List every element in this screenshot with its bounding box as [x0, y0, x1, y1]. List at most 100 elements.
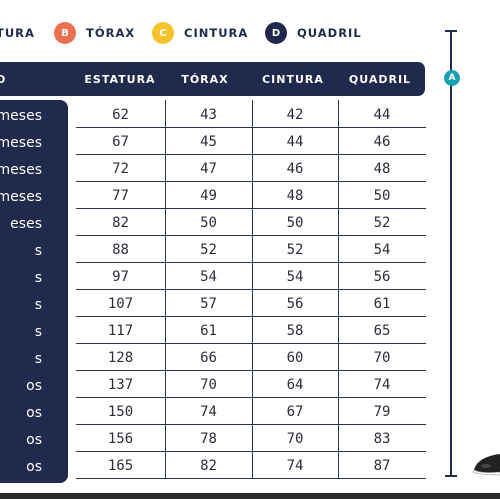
cell-quadril: 70	[373, 350, 391, 366]
cell-cintura: 42	[286, 107, 304, 123]
measure-bottom-cap	[445, 475, 457, 477]
cell-cintura: 67	[286, 404, 304, 420]
height-measure-line	[450, 30, 452, 477]
table-row: 156 78 70 83	[76, 424, 426, 452]
cell-cintura: 64	[286, 377, 304, 393]
cell-cintura: 48	[286, 188, 304, 204]
table-row: 107 57 56 61	[76, 289, 426, 317]
age-label: os	[26, 405, 42, 421]
cell-torax: 70	[200, 377, 217, 393]
cell-cintura: 74	[286, 458, 304, 474]
cell-torax: 57	[200, 296, 217, 312]
cell-cintura: 44	[286, 134, 304, 150]
cell-quadril: 79	[373, 404, 391, 420]
cell-estatura: 165	[107, 458, 134, 474]
cell-estatura: 150	[107, 404, 134, 420]
age-label: s	[34, 324, 42, 340]
cell-estatura: 117	[107, 323, 134, 339]
cell-estatura: 97	[112, 269, 129, 285]
cell-torax: 66	[200, 350, 217, 366]
legend-item-quadril: D QUADRIL	[265, 22, 362, 44]
measure-badge-a: A	[444, 70, 460, 86]
shoe-upper	[474, 454, 500, 473]
table-row: 62 43 42 44	[76, 100, 426, 128]
cell-estatura: 77	[112, 188, 129, 204]
cell-torax: 50	[200, 215, 217, 231]
header-quadril: QUADRIL	[348, 73, 412, 86]
cell-torax: 61	[200, 323, 217, 339]
header-age: O	[0, 73, 7, 86]
age-label: meses	[0, 162, 42, 178]
age-label: eses	[10, 216, 42, 232]
cell-quadril: 61	[373, 296, 391, 312]
legend-label: TÓRAX	[86, 26, 136, 40]
cell-estatura: 82	[112, 215, 129, 231]
cell-estatura: 137	[107, 377, 134, 393]
cell-torax: 78	[200, 431, 217, 447]
cell-torax: 49	[200, 188, 217, 204]
cell-quadril: 74	[373, 377, 391, 393]
table-row: 128 66 60 70	[76, 343, 426, 371]
table-row: 88 52 52 54	[76, 235, 426, 263]
cell-quadril: 48	[373, 161, 391, 177]
cell-quadril: 65	[373, 323, 391, 339]
cell-quadril: 54	[373, 242, 391, 258]
cell-torax: 47	[200, 161, 217, 177]
table-row: 72 47 46 48	[76, 154, 426, 182]
bottom-edge	[0, 493, 500, 499]
cell-cintura: 54	[286, 269, 304, 285]
header-torax: TÓRAX	[181, 73, 229, 86]
cell-estatura: 72	[112, 161, 129, 177]
cell-cintura: 70	[286, 431, 304, 447]
cell-estatura: 62	[112, 107, 129, 123]
table-row: 117 61 58 65	[76, 316, 426, 344]
shoe-detail	[481, 464, 491, 468]
cell-quadril: 87	[373, 458, 391, 474]
measurement-legend: TURA B TÓRAX C CINTURA D QUADRIL	[0, 0, 500, 62]
legend-label: TURA	[0, 26, 35, 40]
age-label: os	[26, 459, 42, 475]
legend-badge-d: D	[265, 22, 287, 44]
table-row: 77 49 48 50	[76, 181, 426, 209]
cell-cintura: 50	[286, 215, 304, 231]
cell-torax: 43	[200, 107, 217, 123]
legend-label: QUADRIL	[297, 26, 362, 40]
table-row: 137 70 64 74	[76, 370, 426, 398]
cell-torax: 45	[200, 134, 217, 150]
age-label: s	[34, 351, 42, 367]
cell-quadril: 46	[373, 134, 391, 150]
cell-torax: 54	[200, 269, 217, 285]
cell-cintura: 52	[286, 242, 304, 258]
legend-item-estatura: TURA	[0, 22, 35, 44]
cell-quadril: 44	[373, 107, 391, 123]
cell-cintura: 56	[286, 296, 304, 312]
shoe-illustration	[472, 454, 500, 476]
cell-estatura: 128	[107, 350, 134, 366]
cell-cintura: 46	[286, 161, 304, 177]
cell-torax: 74	[200, 404, 217, 420]
cell-quadril: 83	[373, 431, 391, 447]
table-row: 150 74 67 79	[76, 397, 426, 425]
table-row: 82 50 50 52	[76, 208, 426, 236]
legend-item-cintura: C CINTURA	[152, 22, 248, 44]
legend-badge-b: B	[54, 22, 76, 44]
age-label: s	[34, 243, 42, 259]
age-label: s	[34, 270, 42, 286]
cell-cintura: 60	[286, 350, 304, 366]
age-label: os	[26, 378, 42, 394]
legend-label: CINTURA	[184, 26, 249, 40]
cell-torax: 82	[200, 458, 217, 474]
age-label: os	[26, 432, 42, 448]
cell-estatura: 67	[112, 134, 129, 150]
table-row: 97 54 54 56	[76, 262, 426, 290]
table-row: 165 82 74 87	[76, 451, 426, 479]
table-row: 67 45 44 46	[76, 127, 426, 155]
cell-quadril: 56	[373, 269, 391, 285]
cell-quadril: 52	[373, 215, 391, 231]
cell-quadril: 50	[373, 188, 391, 204]
header-cintura: CINTURA	[262, 73, 324, 86]
cell-estatura: 107	[107, 296, 134, 312]
cell-estatura: 88	[112, 242, 129, 258]
age-column: meses meses meses meses eses s s s s s o…	[0, 100, 68, 483]
cell-cintura: 58	[286, 323, 304, 339]
